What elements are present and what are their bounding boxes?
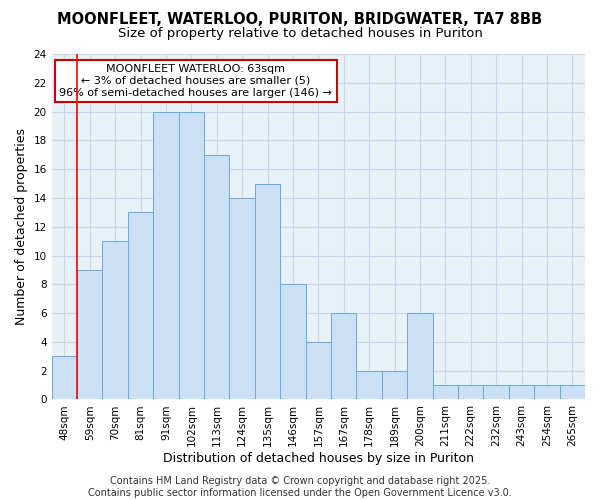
Bar	[458, 385, 484, 400]
Bar	[103, 241, 128, 400]
Bar	[305, 342, 331, 400]
X-axis label: Distribution of detached houses by size in Puriton: Distribution of detached houses by size …	[163, 452, 474, 465]
Bar	[484, 385, 509, 400]
Text: Contains HM Land Registry data © Crown copyright and database right 2025.
Contai: Contains HM Land Registry data © Crown c…	[88, 476, 512, 498]
Bar	[77, 270, 103, 400]
Bar	[179, 112, 204, 400]
Bar	[255, 184, 280, 400]
Bar	[509, 385, 534, 400]
Bar	[229, 198, 255, 400]
Bar	[331, 313, 356, 400]
Bar	[128, 212, 153, 400]
Bar	[52, 356, 77, 400]
Bar	[204, 155, 229, 400]
Text: MOONFLEET WATERLOO: 63sqm
← 3% of detached houses are smaller (5)
96% of semi-de: MOONFLEET WATERLOO: 63sqm ← 3% of detach…	[59, 64, 332, 98]
Bar	[433, 385, 458, 400]
Bar	[356, 370, 382, 400]
Bar	[382, 370, 407, 400]
Text: MOONFLEET, WATERLOO, PURITON, BRIDGWATER, TA7 8BB: MOONFLEET, WATERLOO, PURITON, BRIDGWATER…	[58, 12, 542, 28]
Bar	[560, 385, 585, 400]
Bar	[534, 385, 560, 400]
Text: Size of property relative to detached houses in Puriton: Size of property relative to detached ho…	[118, 28, 482, 40]
Y-axis label: Number of detached properties: Number of detached properties	[15, 128, 28, 325]
Bar	[280, 284, 305, 400]
Bar	[153, 112, 179, 400]
Bar	[407, 313, 433, 400]
